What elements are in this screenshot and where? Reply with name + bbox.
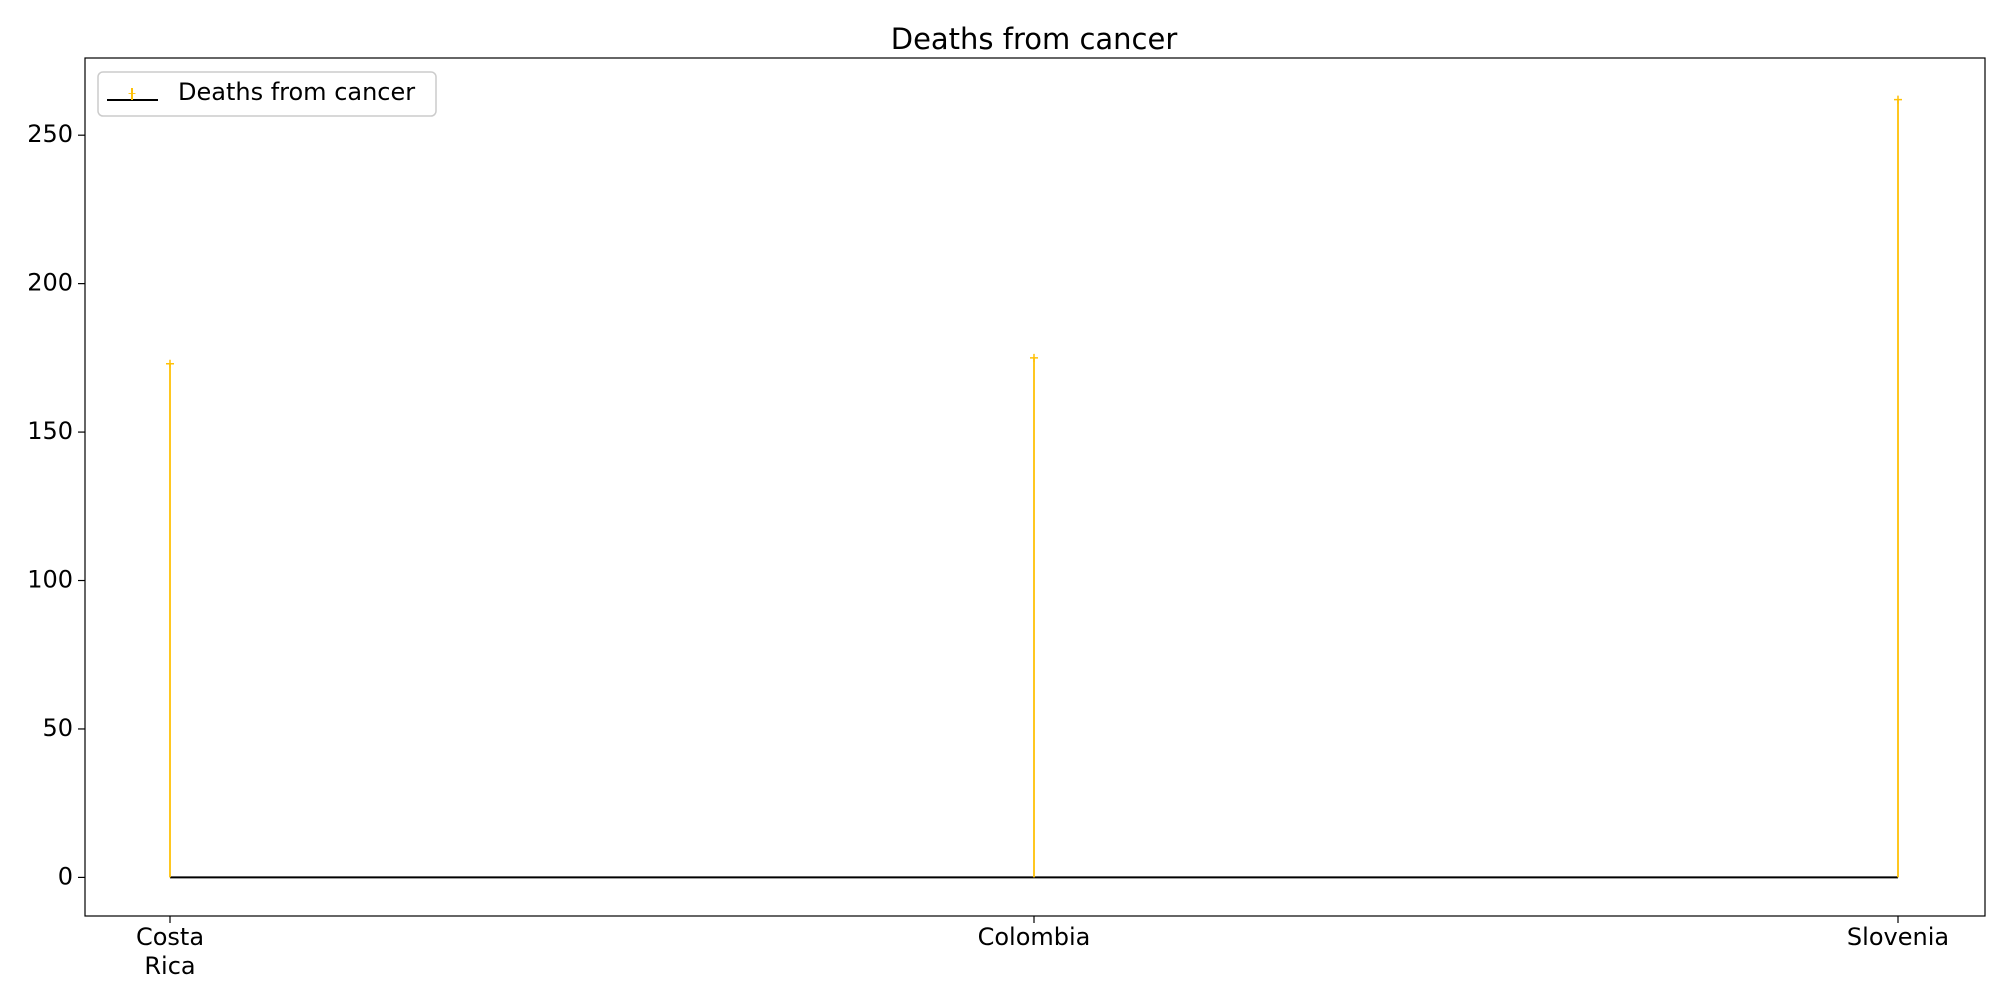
stem-marker xyxy=(1894,95,1902,104)
axes-frame xyxy=(84,57,1986,917)
legend-frame xyxy=(97,71,437,117)
y-tick-label: 100 xyxy=(27,566,73,594)
stem-marker xyxy=(166,359,174,368)
legend-label: Deaths from cancer xyxy=(178,78,415,106)
stem-marker xyxy=(1030,353,1038,362)
y-tick-label: 200 xyxy=(27,269,73,297)
x-tick-label: Colombia xyxy=(978,923,1091,951)
y-tick-label: 50 xyxy=(42,714,73,742)
legend: + Deaths from cancer xyxy=(97,71,437,117)
x-tick-label: Rica xyxy=(144,952,195,980)
y-tick-label: 250 xyxy=(27,120,73,148)
chart-title: Deaths from cancer xyxy=(891,22,1178,56)
x-tick-label: Slovenia xyxy=(1847,923,1949,951)
legend-plus-marker: + xyxy=(127,87,136,100)
y-tick-label: 0 xyxy=(58,862,73,890)
y-tick-label: 150 xyxy=(27,417,73,445)
x-tick-label: Costa xyxy=(136,923,204,951)
